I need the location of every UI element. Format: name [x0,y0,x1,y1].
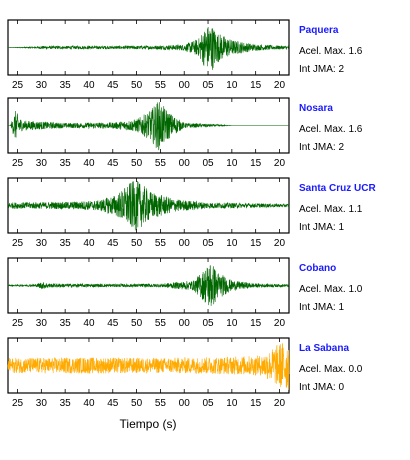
x-tick-label: 35 [60,158,72,169]
x-tick-label: 15 [250,80,262,91]
x-tick-label: 05 [202,158,214,169]
waveform-line [8,26,290,70]
seismogram-panel-cobano: 25 30 35 40 45 50 55 00 05 10 15 20 Cobano Acel. Max.… [7,257,363,329]
x-tick-label: 30 [36,398,48,409]
x-tick-label: 00 [179,238,191,249]
x-tick-label: 10 [226,80,238,91]
x-tick-label: 25 [12,158,24,169]
x-tick-label: 50 [131,398,143,409]
seismogram-panel-santa-cruz-ucr: 25 30 35 40 45 50 55 00 05 10 15 20 Santa Cruz UCR Ac… [7,177,376,249]
x-tick-label: 20 [274,238,286,249]
x-tick-label: 25 [12,238,24,249]
x-tick-label: 25 [12,80,24,91]
seismogram-panel-nosara: 25 30 35 40 45 50 55 00 05 10 15 20 Nosara Acel. Max.… [7,97,363,169]
seismogram-panel-paquera: 25 30 35 40 45 50 55 00 05 10 15 20 Paquera Acel. Max… [7,19,363,91]
waveform-line [8,102,289,151]
panels-layer: 25 30 35 40 45 50 55 00 05 10 15 20 Paquera Acel. Max… [7,19,376,409]
jma-intensity-label: Int JMA: 2 [299,142,344,153]
x-tick-label: 10 [226,158,238,169]
x-tick-label: 05 [202,398,214,409]
accel-max-label: Acel. Max. 1.6 [299,124,363,135]
x-tick-label: 45 [107,238,119,249]
station-name: Santa Cruz UCR [299,183,376,194]
station-name: La Sabana [299,343,349,354]
x-tick-label: 45 [107,158,119,169]
x-tick-label: 10 [226,318,238,329]
x-tick-label: 35 [60,398,72,409]
x-tick-label: 25 [12,318,24,329]
x-tick-label: 00 [179,398,191,409]
x-tick-label: 35 [60,238,72,249]
x-tick-label: 00 [179,80,191,91]
x-tick-label: 50 [131,238,143,249]
x-tick-label: 05 [202,318,214,329]
accel-max-label: Acel. Max. 1.6 [299,46,363,57]
x-tick-label: 30 [36,238,48,249]
x-axis-title: Tiempo (s) [120,417,177,431]
x-tick-label: 50 [131,318,143,329]
x-tick-label: 20 [274,318,286,329]
x-tick-label: 45 [107,398,119,409]
waveform-line [7,181,290,231]
jma-intensity-label: Int JMA: 2 [299,64,344,75]
station-name: Nosara [299,103,333,114]
x-tick-label: 20 [274,398,286,409]
x-tick-label: 15 [250,238,262,249]
x-tick-label: 40 [83,398,95,409]
x-tick-label: 55 [155,398,167,409]
accel-max-label: Acel. Max. 1.0 [299,284,363,295]
waveform-line [7,342,290,390]
seismogram-panel-la-sabana: 25 30 35 40 45 50 55 00 05 10 15 20 La Sabana Acel. M… [7,337,363,409]
x-tick-label: 55 [155,318,167,329]
x-tick-label: 40 [83,318,95,329]
x-tick-label: 50 [131,158,143,169]
x-tick-label: 20 [274,80,286,91]
x-tick-label: 40 [83,80,95,91]
station-name: Paquera [299,25,339,36]
x-tick-label: 50 [131,80,143,91]
x-tick-label: 05 [202,238,214,249]
x-tick-label: 05 [202,80,214,91]
x-tick-label: 00 [179,318,191,329]
x-tick-label: 25 [12,398,24,409]
x-tick-label: 10 [226,398,238,409]
jma-intensity-label: Int JMA: 0 [299,382,344,393]
station-name: Cobano [299,263,336,274]
x-tick-label: 55 [155,158,167,169]
x-tick-label: 40 [83,238,95,249]
accel-max-label: Acel. Max. 1.1 [299,204,363,215]
x-tick-label: 20 [274,158,286,169]
x-tick-label: 45 [107,318,119,329]
x-tick-label: 55 [155,80,167,91]
x-tick-label: 15 [250,398,262,409]
x-tick-label: 30 [36,80,48,91]
x-tick-label: 40 [83,158,95,169]
accel-max-label: Acel. Max. 0.0 [299,364,363,375]
x-tick-label: 55 [155,238,167,249]
x-tick-label: 35 [60,80,72,91]
jma-intensity-label: Int JMA: 1 [299,302,344,313]
x-tick-label: 45 [107,80,119,91]
jma-intensity-label: Int JMA: 1 [299,222,344,233]
waveform-line [7,265,290,306]
x-tick-label: 00 [179,158,191,169]
x-tick-label: 15 [250,158,262,169]
x-tick-label: 10 [226,238,238,249]
x-tick-label: 30 [36,318,48,329]
x-tick-label: 35 [60,318,72,329]
x-tick-label: 30 [36,158,48,169]
x-tick-label: 15 [250,318,262,329]
